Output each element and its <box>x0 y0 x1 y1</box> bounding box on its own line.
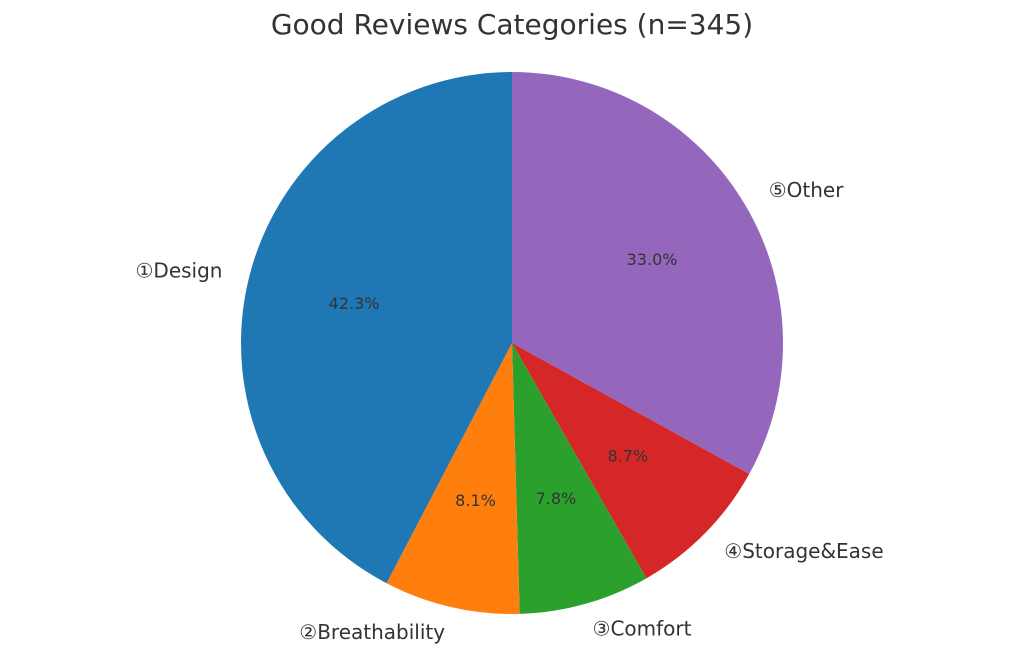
slice-percent-storage-and-ease: 8.7% <box>607 447 648 466</box>
pie-slice-comfort <box>512 343 647 614</box>
pie-slice-design <box>241 72 512 584</box>
pie-slices <box>241 72 784 614</box>
slice-percent-breathability: 8.1% <box>455 491 496 510</box>
slice-label-other: ⑤Other <box>769 178 844 202</box>
slice-percent-labels: 33.0% 8.7% 7.8% 8.1% 42.3% <box>329 250 678 510</box>
slice-labels: ⑤Other ④Storage&Ease ③Comfort ②Breathabilit… <box>135 178 883 644</box>
slice-percent-comfort: 7.8% <box>536 489 577 508</box>
chart-title: Good Reviews Categories (n=345) <box>271 8 753 41</box>
slice-label-storage-and-ease: ④Storage&Ease <box>724 539 883 563</box>
slice-percent-design: 42.3% <box>329 294 380 313</box>
pie-slice-breathability <box>386 343 520 614</box>
pie-slice-other <box>512 72 784 475</box>
slice-percent-other: 33.0% <box>627 250 678 269</box>
slice-label-breathability: ②Breathability <box>299 620 445 644</box>
slice-label-design: ①Design <box>135 258 222 282</box>
pie-slice-storage-and-ease <box>512 343 750 579</box>
slice-label-comfort: ③Comfort <box>593 617 692 641</box>
